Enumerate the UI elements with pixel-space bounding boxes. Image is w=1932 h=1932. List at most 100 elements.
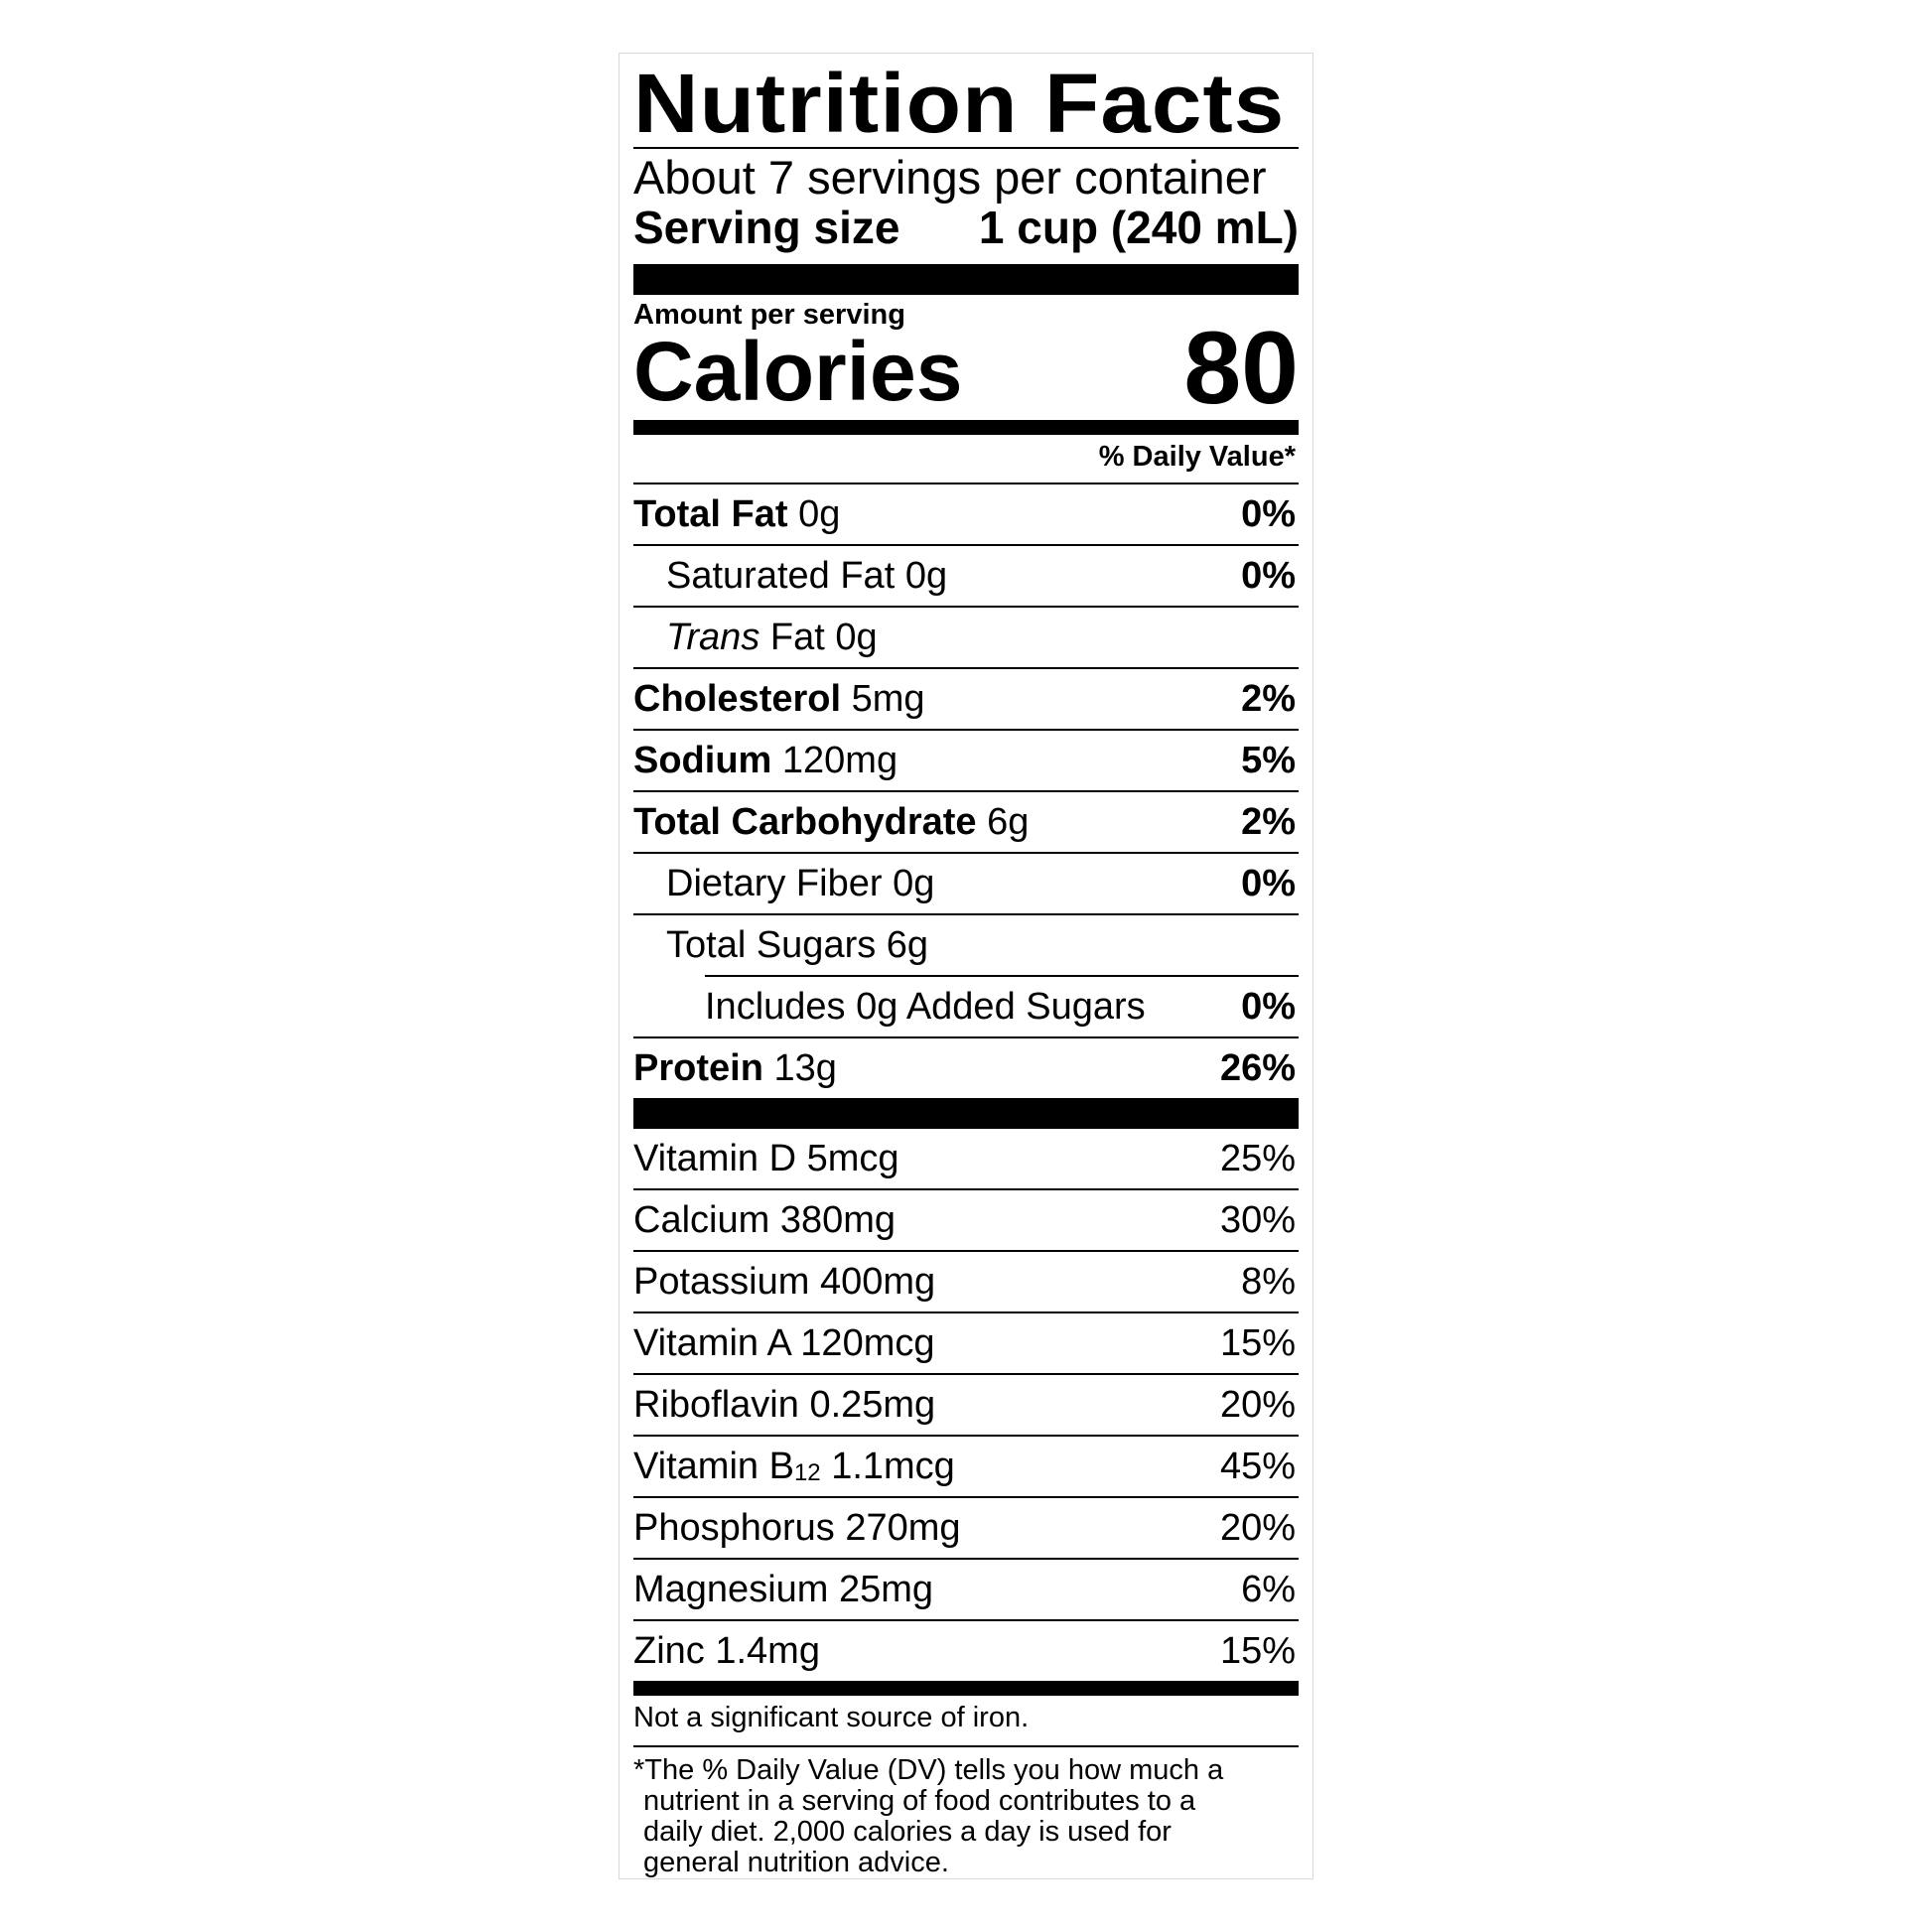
nutrient-name: Total Sugars [666,923,877,966]
nutrient-row: Includes 0g Added Sugars 0% [633,977,1299,1038]
nutrient-name-group: Protein 13g [633,1047,837,1090]
vitamin-row: Magnesium 25mg 6% [633,1560,1299,1621]
nutrient-name: Cholesterol [633,677,842,720]
nutrient-name: Saturated Fat [666,554,896,597]
footnote-line: *The % Daily Value (DV) tells you how mu… [633,1754,1224,1786]
calories-value: 80 [1183,311,1299,426]
vitamin-name-group: Vitamin A 120mcg [633,1322,935,1365]
nutrient-daily-value: 26% [1219,1046,1296,1089]
nutrient-name: Sodium [633,739,772,781]
vitamin-amount: 25mg [838,1568,934,1610]
nutrient-amount: 6g [987,800,1030,843]
calories-label: Calories [633,325,963,418]
vitamin-amount: 1.1mcg [831,1445,955,1487]
vitamin-amount: 270mg [845,1506,961,1549]
nutrient-daily-value: 0% [1241,492,1296,535]
vitamin-name: Phosphorus [633,1506,835,1549]
nutrient-row: Trans Fat 0g [633,608,1299,669]
nutrient-name: Fat [769,616,825,658]
nutrient-daily-value: 5% [1241,739,1296,781]
vitamin-name: Potassium [633,1260,810,1303]
nutrient-amount: 0g [893,862,935,904]
nutrient-name-group: Cholesterol 5mg [633,678,925,721]
vitamin-daily-value: 45% [1219,1445,1296,1487]
nutrient-amount: 120mg [781,739,898,781]
vitamin-name: Riboflavin [633,1383,799,1426]
serving-size-label: Serving size [633,202,900,253]
vitamin-daily-value: 8% [1241,1260,1296,1303]
vitamin-name: Magnesium [633,1568,829,1610]
vitamin-name-group: Vitamin B12 1.1mcg [633,1446,955,1488]
vitamin-amount: 5mcg [806,1137,899,1179]
nutrient-name: Total Carbohydrate [633,800,977,843]
nutrient-row: Saturated Fat 0g 0% [633,546,1299,608]
medium-divider [633,420,1299,435]
nutrient-name: Total Fat [633,492,788,535]
vitamin-row: Vitamin D 5mcg 25% [633,1129,1299,1190]
iron-note: Not a significant source of iron. [633,1696,1299,1747]
nutrient-row: Sodium 120mg 5% [633,731,1299,792]
vitamin-name: Zinc [633,1629,705,1672]
footnote-line: general nutrition advice. [643,1847,949,1878]
vitamin-name-group: Zinc 1.4mg [633,1630,820,1673]
vitamin-name-group: Riboflavin 0.25mg [633,1384,935,1427]
thick-divider [633,264,1299,295]
vitamin-row: Potassium 400mg 8% [633,1252,1299,1313]
nutrient-list: Total Fat 0g 0% Saturated Fat 0g 0% Trans Fa… [633,484,1299,1098]
vitamin-row: Riboflavin 0.25mg 20% [633,1375,1299,1437]
nutrient-row: Total Carbohydrate 6g 2% [633,792,1299,854]
nutrient-row: Dietary Fiber 0g 0% [633,854,1299,915]
vitamin-name-group: Vitamin D 5mcg [633,1138,899,1180]
serving-size: Serving size 1 cup (240 mL) [633,203,1299,252]
nutrient-amount: 6g [886,923,929,966]
vitamin-name-group: Calcium 380mg [633,1199,896,1242]
vitamin-daily-value: 25% [1219,1137,1296,1179]
nutrient-amount: 0g [835,616,878,658]
vitamin-name-group: Magnesium 25mg [633,1569,933,1611]
nutrient-name-group: Total Sugars 6g [666,924,928,967]
medium-divider [633,1681,1299,1696]
vitamin-amount: 380mg [779,1198,897,1241]
vitamin-daily-value: 15% [1219,1321,1296,1364]
vitamin-name: Vitamin D [633,1137,797,1179]
vitamin-daily-value: 15% [1219,1629,1296,1672]
nutrient-name: Dietary Fiber [666,862,883,904]
nutrient-daily-value: 2% [1241,677,1296,720]
calories-row: Calories 80 [633,317,1299,420]
vitamin-name: Vitamin B [633,1445,794,1487]
vitamin-name: Calcium [633,1198,770,1241]
nutrient-daily-value: 0% [1241,554,1296,597]
vitamin-daily-value: 6% [1241,1568,1296,1610]
nutrient-amount: 0g [798,492,841,535]
amount-per-serving: Amount per serving [633,299,905,331]
vitamin-name: Vitamin A [633,1321,790,1364]
vitamin-daily-value: 20% [1219,1506,1296,1549]
vitamin-list: Vitamin D 5mcg 25% Calcium 380mg 30% Potassi… [633,1129,1299,1681]
nutrient-name: Includes 0g Added Sugars [705,985,1146,1028]
nutrient-daily-value: 0% [1241,862,1296,904]
nutrient-name-group: Dietary Fiber 0g [666,863,934,905]
vitamin-daily-value: 20% [1219,1383,1296,1426]
nutrient-row: Total Fat 0g 0% [633,484,1299,546]
vitamin-row: Vitamin B12 1.1mcg 45% [633,1437,1299,1498]
vitamin-amount: 1.4mg [715,1629,820,1672]
vitamin-name-group: Phosphorus 270mg [633,1507,961,1550]
serving-size-value: 1 cup (240 mL) [978,202,1299,253]
nutrition-facts-label: Nutrition Facts About 7 servings per con… [619,53,1313,1879]
vitamin-subscript: 12 [793,1458,821,1486]
nutrient-amount: 0g [904,554,948,597]
nutrient-name-group: Total Carbohydrate 6g [633,801,1029,844]
nutrient-name-italic: Trans [666,616,760,658]
nutrient-amount: 5mg [851,677,925,720]
footnote-line: daily diet. 2,000 calories a day is used… [643,1816,1172,1848]
vitamin-amount: 0.25mg [809,1383,936,1426]
nutrient-name: Protein [633,1046,763,1089]
vitamin-daily-value: 30% [1219,1198,1296,1241]
vitamin-row: Zinc 1.4mg 15% [633,1621,1299,1681]
nutrient-amount: 13g [773,1046,837,1089]
nutrient-daily-value: 2% [1241,800,1296,843]
divider [633,147,1299,149]
nutrient-daily-value: 0% [1241,985,1296,1028]
nutrient-name-group: Sodium 120mg [633,740,897,782]
nutrient-name-group: Trans Fat 0g [666,617,878,659]
